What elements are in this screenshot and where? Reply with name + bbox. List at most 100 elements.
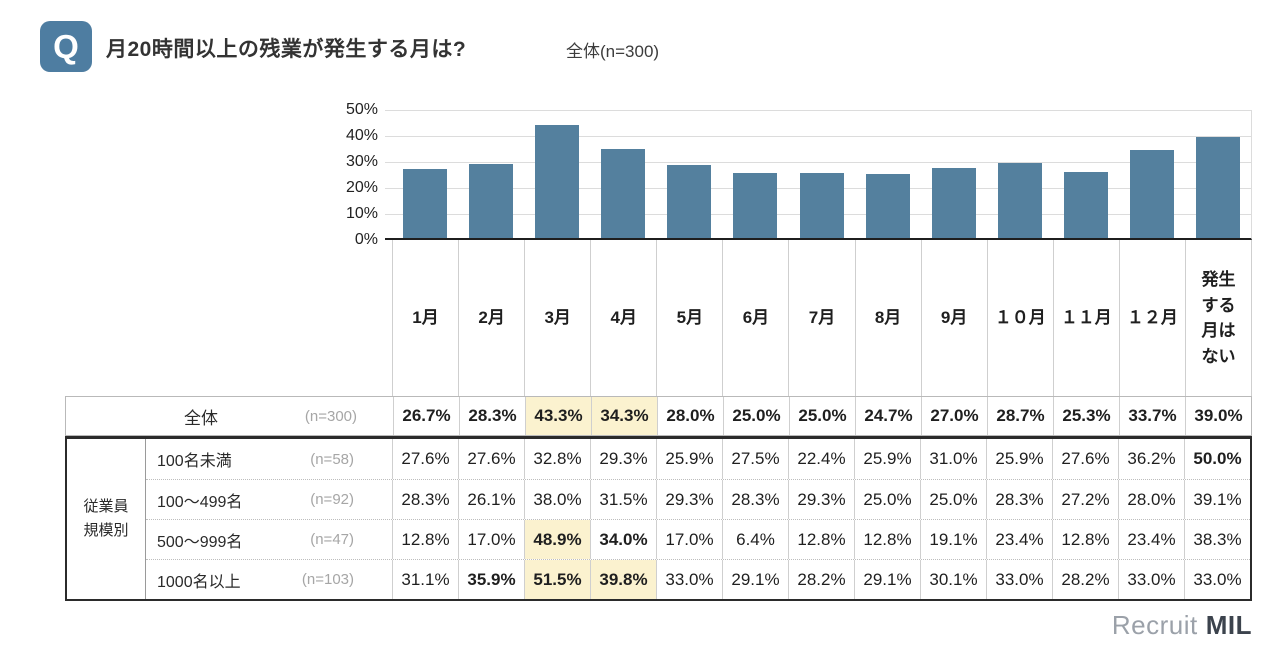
value-cell: 29.1% — [854, 560, 920, 599]
value-cell: 25.0% — [789, 397, 855, 435]
y-axis-tick-label: 40% — [345, 127, 378, 144]
value-cell: 33.0% — [1118, 560, 1184, 599]
overall-cells: 26.7% 28.3% 43.3% 34.3% 28.0% 25.0% 25.0% 24.7%… — [393, 397, 1251, 435]
table-row: 100〜499名 (n=92) 28.3% 26.1% 38.0% 31.5% 29.3% 2… — [146, 479, 1250, 519]
y-axis-tick-label: 20% — [345, 179, 378, 196]
value-cell: 17.0% — [656, 520, 722, 559]
value-cell: 32.8% — [524, 439, 590, 479]
value-cell: 29.1% — [722, 560, 788, 599]
value-cell: 25.0% — [723, 397, 789, 435]
y-axis-tick-label: 10% — [345, 205, 378, 222]
value-cell: 22.4% — [788, 439, 854, 479]
overall-label-cell: 全体 (n=300) — [66, 397, 393, 435]
value-cell: 28.0% — [1118, 480, 1184, 519]
chart-bars — [392, 110, 1251, 238]
row-label-cell: 100名未満 (n=58) — [146, 439, 392, 479]
value-cell: 25.9% — [656, 439, 722, 479]
row-label: 100〜499名 — [157, 493, 243, 511]
value-cell: 28.3% — [392, 480, 458, 519]
value-cell: 36.2% — [1118, 439, 1184, 479]
value-cell: 25.0% — [854, 480, 920, 519]
y-axis-tick-label: 50% — [345, 101, 378, 118]
table-row: 100名未満 (n=58) 27.6% 27.6% 32.8% 29.3% 25.9% 27.… — [146, 439, 1250, 479]
value-cell: 6.4% — [722, 520, 788, 559]
bar-column — [392, 110, 458, 238]
row-n-count: (n=92) — [310, 491, 354, 508]
table-row: 500〜999名 (n=47) 12.8% 17.0% 48.9% 34.0% 17.0% 6… — [146, 519, 1250, 559]
value-cell: 12.8% — [788, 520, 854, 559]
month-header-cell: 3月 — [524, 240, 590, 396]
bar — [1129, 150, 1174, 238]
value-cell: 31.5% — [590, 480, 656, 519]
table-row: 1000名以上 (n=103) 31.1% 35.9% 51.5% 39.8% 33.0% 2… — [146, 559, 1250, 599]
bar-column — [921, 110, 987, 238]
bar-column — [987, 110, 1053, 238]
bar — [1195, 136, 1240, 238]
value-cell: 31.1% — [392, 560, 458, 599]
brand-logo-mil: MIL — [1205, 610, 1252, 640]
value-cell: 30.1% — [920, 560, 986, 599]
value-cell: 35.9% — [458, 560, 524, 599]
value-cell: 27.6% — [392, 439, 458, 479]
value-cell: 48.9% — [524, 520, 590, 559]
row-label-cell: 1000名以上 (n=103) — [146, 560, 392, 599]
month-header-cell: 7月 — [788, 240, 854, 396]
month-header-cell: １２月 — [1118, 240, 1185, 396]
value-cell: 27.6% — [458, 439, 524, 479]
value-cell: 28.3% — [459, 397, 525, 435]
value-cell: 28.2% — [788, 560, 854, 599]
row-label: 100名未満 — [157, 453, 232, 470]
page-title: 月20時間以上の残業が発生する月は? — [106, 38, 467, 61]
value-cell: 33.0% — [1184, 560, 1250, 599]
bar — [733, 173, 778, 238]
month-header-cell: 発生 する 月は ない — [1184, 240, 1253, 396]
bar-column — [855, 110, 921, 238]
row-label: 1000名以上 — [157, 573, 241, 591]
value-cell: 31.0% — [920, 439, 986, 479]
row-n-count: (n=58) — [310, 450, 354, 468]
value-cell: 25.3% — [1053, 397, 1119, 435]
value-cell: 34.0% — [590, 520, 656, 559]
bar-column — [788, 110, 854, 238]
bar — [469, 164, 514, 238]
value-cell: 24.7% — [855, 397, 921, 435]
value-cell: 28.2% — [1052, 560, 1118, 599]
month-header-cell: １０月 — [986, 240, 1053, 396]
value-cell: 12.8% — [854, 520, 920, 559]
value-cell: 12.8% — [1052, 520, 1118, 559]
question-badge: Q — [40, 21, 92, 72]
gridline — [385, 136, 1251, 137]
value-cell: 28.0% — [657, 397, 723, 435]
value-cell: 12.8% — [392, 520, 458, 559]
value-cell: 33.0% — [656, 560, 722, 599]
group-rows: 100名未満 (n=58) 27.6% 27.6% 32.8% 29.3% 25.9% 27.… — [146, 439, 1250, 599]
bar-column — [1119, 110, 1185, 238]
row-n-count: (n=103) — [301, 571, 354, 588]
value-cell: 26.7% — [393, 397, 459, 435]
bar — [997, 163, 1042, 238]
overall-n-count: (n=300) — [304, 407, 357, 425]
value-cell: 29.3% — [590, 439, 656, 479]
value-cell: 27.5% — [722, 439, 788, 479]
row-n-count: (n=47) — [310, 531, 354, 548]
bar-column — [722, 110, 788, 238]
value-cell: 39.8% — [590, 560, 656, 599]
value-cell: 43.3% — [525, 397, 591, 435]
value-cell: 28.7% — [987, 397, 1053, 435]
brand-logo: Recruit MIL — [1112, 610, 1252, 641]
value-cell: 25.0% — [920, 480, 986, 519]
bar — [931, 167, 976, 238]
sample-size-subtitle: 全体(n=300) — [566, 42, 660, 61]
month-header-cell: 2月 — [458, 240, 524, 396]
group-label: 従業員 規模別 — [67, 439, 146, 599]
bar — [601, 148, 646, 238]
bar — [403, 168, 448, 238]
value-cell: 23.4% — [986, 520, 1052, 559]
results-table: 1月 2月 3月 4月 5月 6月 7月 8月 9月 １０月 １１月 １２月 発生 する 月は ない 全… — [65, 240, 1253, 601]
table-header-row: 1月 2月 3月 4月 5月 6月 7月 8月 9月 １０月 １１月 １２月 発生 する 月は ない — [392, 240, 1253, 396]
bar — [799, 173, 844, 238]
value-cell: 29.3% — [656, 480, 722, 519]
value-cell: 51.5% — [524, 560, 590, 599]
y-axis-tick-label: 0% — [354, 231, 378, 248]
value-cell: 27.2% — [1052, 480, 1118, 519]
